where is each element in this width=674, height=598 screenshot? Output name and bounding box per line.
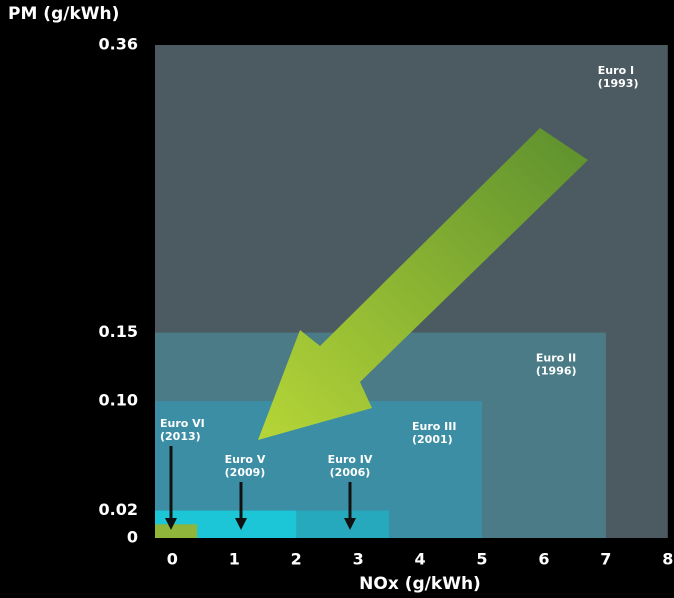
y-tick-label: 0.10 — [99, 391, 138, 410]
trend-arrow — [258, 128, 588, 440]
x-tick-label: 4 — [415, 550, 426, 569]
standard-name: Euro VI — [160, 417, 205, 430]
standard-name: Euro I — [598, 64, 634, 77]
standard-year: (1996) — [536, 365, 577, 378]
standard-region — [155, 524, 198, 538]
x-tick-label: 1 — [229, 550, 240, 569]
standard-year: (1993) — [598, 77, 639, 90]
standard-name: Euro II — [536, 352, 576, 365]
standard-name: Euro V — [225, 453, 266, 466]
y-tick-label: 0.02 — [99, 500, 138, 519]
standard-year: (2001) — [412, 433, 453, 446]
x-tick-label: 3 — [353, 550, 364, 569]
x-tick-label: 8 — [662, 550, 673, 569]
pointer-arrowhead — [235, 518, 247, 530]
standard-year: (2013) — [160, 430, 201, 443]
standard-year: (2009) — [225, 466, 266, 479]
x-tick-label: 7 — [600, 550, 611, 569]
standard-name: Euro III — [412, 420, 456, 433]
y-tick-label: 0.15 — [99, 322, 138, 341]
pointer-arrowhead — [165, 518, 177, 530]
x-tick-label: 2 — [291, 550, 302, 569]
x-tick-label: 6 — [538, 550, 549, 569]
pointer-arrowhead — [344, 518, 356, 530]
y-tick-label: 0 — [127, 528, 138, 547]
y-axis-title: PM (g/kWh) — [8, 4, 119, 24]
x-tick-label: 0 — [167, 550, 178, 569]
y-tick-label: 0.36 — [99, 35, 138, 54]
x-axis-title: NOx (g/kWh) — [359, 574, 481, 594]
standard-year: (2006) — [330, 466, 371, 479]
standard-name: Euro IV — [328, 453, 373, 466]
x-tick-label: 5 — [476, 550, 487, 569]
